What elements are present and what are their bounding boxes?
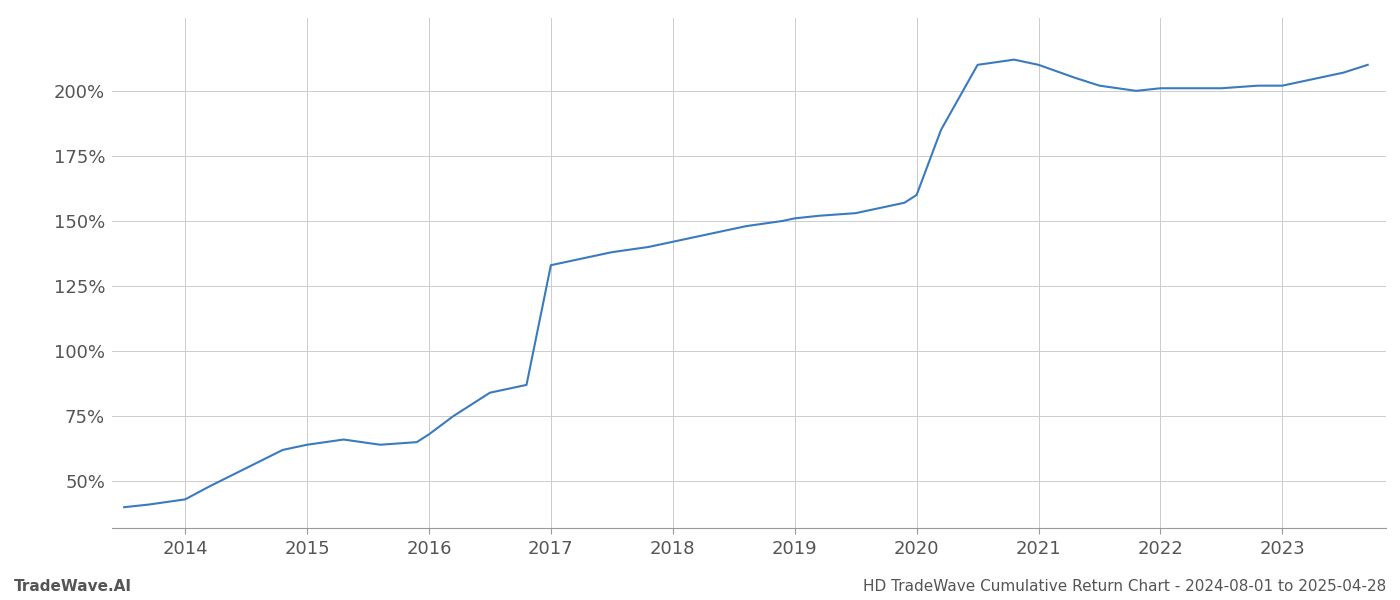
Text: HD TradeWave Cumulative Return Chart - 2024-08-01 to 2025-04-28: HD TradeWave Cumulative Return Chart - 2… bbox=[862, 579, 1386, 594]
Text: TradeWave.AI: TradeWave.AI bbox=[14, 579, 132, 594]
